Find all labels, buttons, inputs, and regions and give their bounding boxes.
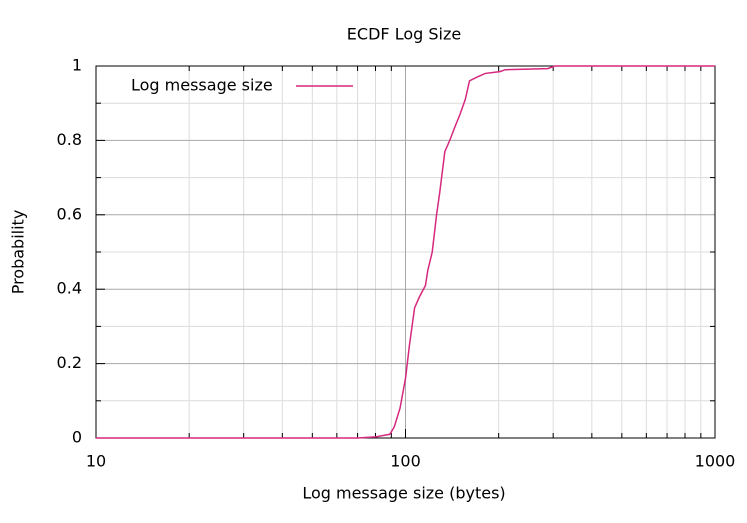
y-axis-label: Probability — [9, 210, 28, 295]
y-tick-label: 1 — [72, 56, 82, 75]
x-axis-label: Log message size (bytes) — [302, 484, 505, 503]
data-line — [96, 65, 715, 439]
y-tick-label: 0.8 — [57, 130, 82, 149]
plot-border — [95, 65, 716, 439]
chart-title: ECDF Log Size — [347, 25, 461, 44]
y-tick-label: 0.2 — [57, 353, 82, 372]
y-tick-label: 0 — [72, 428, 82, 447]
x-tick-label: 100 — [390, 452, 421, 471]
y-tick-label: 0.4 — [57, 279, 82, 298]
x-tick-label: 1000 — [695, 452, 736, 471]
legend-label: Log message size — [131, 76, 273, 95]
y-tick-label: 0.6 — [57, 204, 82, 223]
x-tick-label: 10 — [86, 452, 106, 471]
